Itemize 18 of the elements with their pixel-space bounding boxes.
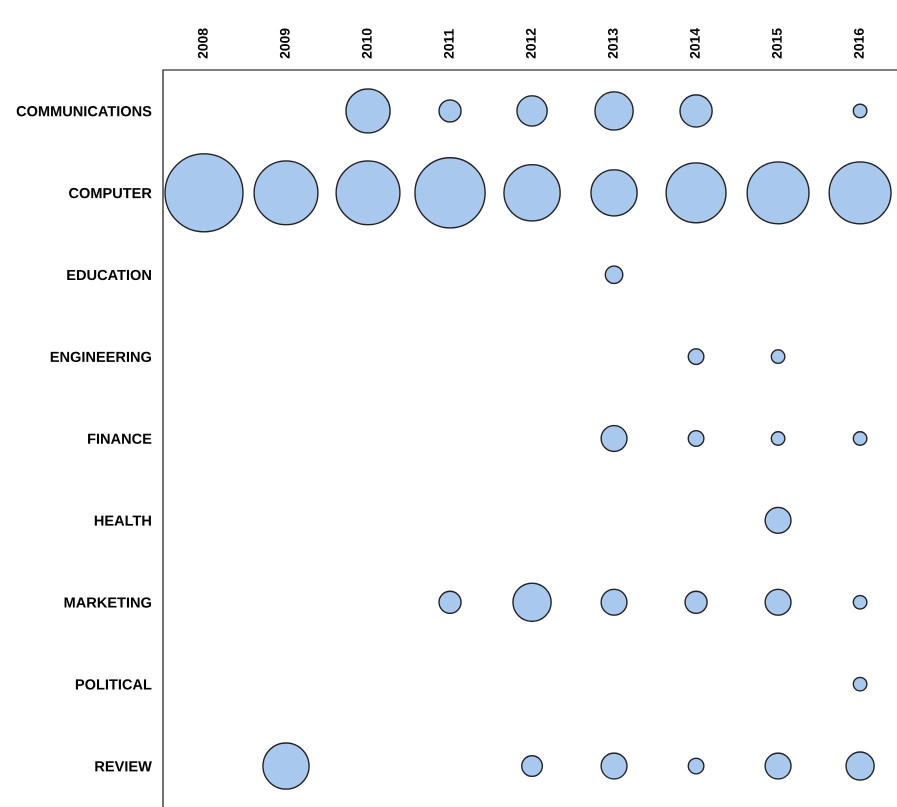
x-tick-label: 2013 (608, 28, 618, 58)
x-tick-label: 2016 (854, 28, 864, 58)
y-tick-label: REVIEW (95, 761, 152, 772)
x-tick-label: 2010 (362, 28, 372, 58)
y-tick-label: COMMUNICATIONS (16, 106, 152, 116)
y-tick-label: MARKETING (64, 597, 151, 608)
x-tick-label: 2014 (690, 28, 700, 58)
y-tick-label: HEALTH (94, 516, 151, 526)
x-tick-label: 2012 (526, 28, 536, 58)
x-tick-label: 2015 (772, 28, 782, 58)
y-tick-label: COMPUTER (69, 188, 152, 198)
y-tick-label: ENGINEERING (50, 352, 151, 362)
y-tick-label: FINANCE (88, 434, 152, 444)
y-tick-label: POLITICAL (76, 679, 152, 690)
x-tick-label: 2009 (280, 28, 290, 58)
y-tick-label: EDUCATION (67, 270, 151, 280)
x-tick-label: 2011 (444, 29, 454, 58)
x-tick-label: 2008 (198, 28, 208, 58)
